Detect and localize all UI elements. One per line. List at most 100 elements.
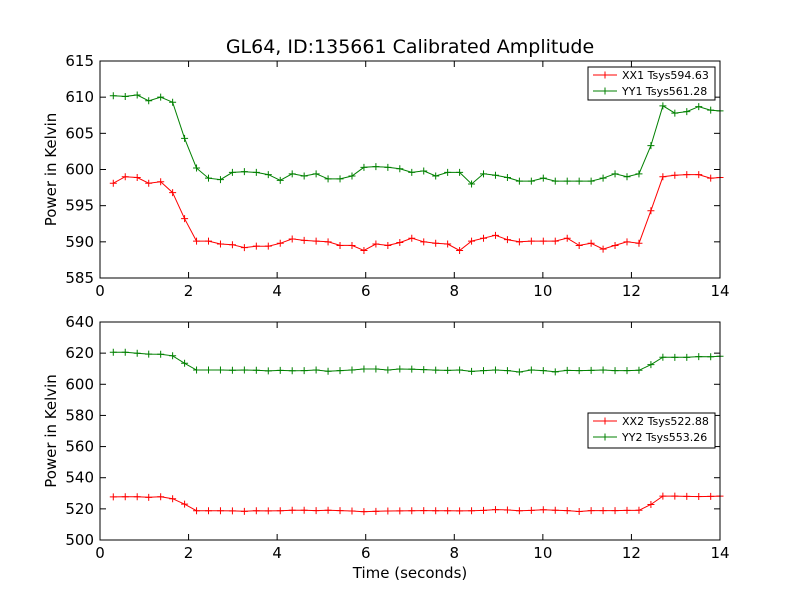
y-tick-label: 595 [65, 197, 94, 215]
data-point [683, 353, 691, 361]
data-point [432, 366, 440, 374]
data-point [611, 170, 619, 178]
data-point [109, 493, 117, 501]
data-point [384, 241, 392, 249]
x-tick-label: 4 [272, 282, 282, 300]
y-tick-label: 560 [65, 438, 94, 456]
data-point [575, 508, 583, 516]
data-point [264, 242, 272, 250]
data-point [205, 507, 212, 515]
data-point [551, 177, 559, 185]
data-point [264, 507, 272, 515]
series-line-1 [113, 174, 721, 252]
data-point [384, 507, 392, 515]
plot-frame [99, 321, 721, 541]
data-point [671, 109, 679, 117]
data-point [575, 177, 583, 185]
data-point [647, 361, 655, 369]
data-point [157, 93, 165, 101]
legend-marker [601, 87, 609, 95]
data-point [288, 506, 296, 514]
data-point [551, 506, 559, 514]
x-tick-label: 6 [361, 282, 371, 300]
x-tick-label: 4 [272, 544, 282, 562]
data-point [205, 366, 212, 374]
data-point [312, 170, 320, 178]
data-point [360, 163, 368, 171]
data-point [276, 366, 284, 374]
data-point [276, 239, 284, 247]
data-point [707, 353, 715, 361]
data-point [372, 365, 380, 373]
data-point [527, 366, 535, 374]
legend-label: YY2 Tsys553.26 [621, 431, 707, 444]
data-point [336, 367, 344, 375]
data-point [193, 237, 201, 245]
data-point [252, 168, 260, 176]
data-point [611, 241, 619, 249]
data-point [169, 352, 177, 360]
x-tick-label: 12 [622, 282, 641, 300]
data-point [312, 237, 320, 245]
data-point [324, 506, 332, 514]
data-point [527, 506, 535, 514]
y-tick-label: 640 [65, 313, 94, 331]
data-point [193, 366, 201, 374]
data-point [193, 507, 201, 515]
y-tick-label: 520 [65, 500, 94, 518]
data-point [491, 231, 499, 239]
data-point [240, 168, 248, 176]
data-point [456, 247, 464, 255]
data-point [635, 239, 643, 247]
data-point [563, 366, 571, 374]
data-point [515, 177, 523, 185]
legend-box [587, 66, 716, 101]
data-point [133, 91, 141, 99]
data-point [324, 367, 332, 375]
data-point [408, 507, 416, 515]
y-tick-label: 590 [65, 233, 94, 251]
data-point [456, 366, 464, 374]
data-point [372, 240, 380, 248]
data-point [216, 176, 224, 184]
data-point [408, 168, 416, 176]
plot-panel-1: 0 2 4 6 8 10 12 14 585 590 595 600 605 610 615 Power in… [42, 52, 730, 300]
data-point [276, 176, 284, 184]
data-point [228, 507, 236, 515]
data-point [515, 238, 523, 246]
data-point [324, 175, 332, 183]
data-point [587, 239, 595, 247]
data-point [503, 506, 511, 514]
data-point [480, 234, 488, 242]
data-point [157, 178, 165, 186]
series-line-2 [113, 94, 721, 185]
data-point [563, 177, 571, 185]
data-point [671, 353, 679, 361]
data-point [109, 179, 117, 187]
data-point [575, 367, 583, 375]
x-tick-label: 2 [184, 544, 194, 562]
data-point [539, 367, 547, 375]
data-point [635, 366, 643, 374]
data-point [145, 179, 153, 187]
y-tick-label: 620 [65, 344, 94, 362]
data-point [133, 493, 141, 501]
x-tick-label: 14 [710, 282, 729, 300]
y-tick-label: 580 [65, 406, 94, 424]
data-point [587, 366, 595, 374]
data-point [288, 235, 296, 243]
data-point [336, 241, 344, 249]
data-point [707, 174, 715, 182]
data-point [348, 507, 356, 515]
x-tick-label: 0 [95, 282, 105, 300]
data-point [336, 507, 344, 515]
data-point [623, 238, 631, 246]
data-point [336, 175, 344, 183]
data-point [228, 366, 236, 374]
x-tick-label: 14 [710, 544, 729, 562]
x-tick-label: 8 [450, 544, 460, 562]
data-point [384, 366, 392, 374]
data-point [695, 493, 703, 501]
data-point [563, 234, 571, 242]
legend-label: XX1 Tsys594.63 [622, 69, 709, 82]
